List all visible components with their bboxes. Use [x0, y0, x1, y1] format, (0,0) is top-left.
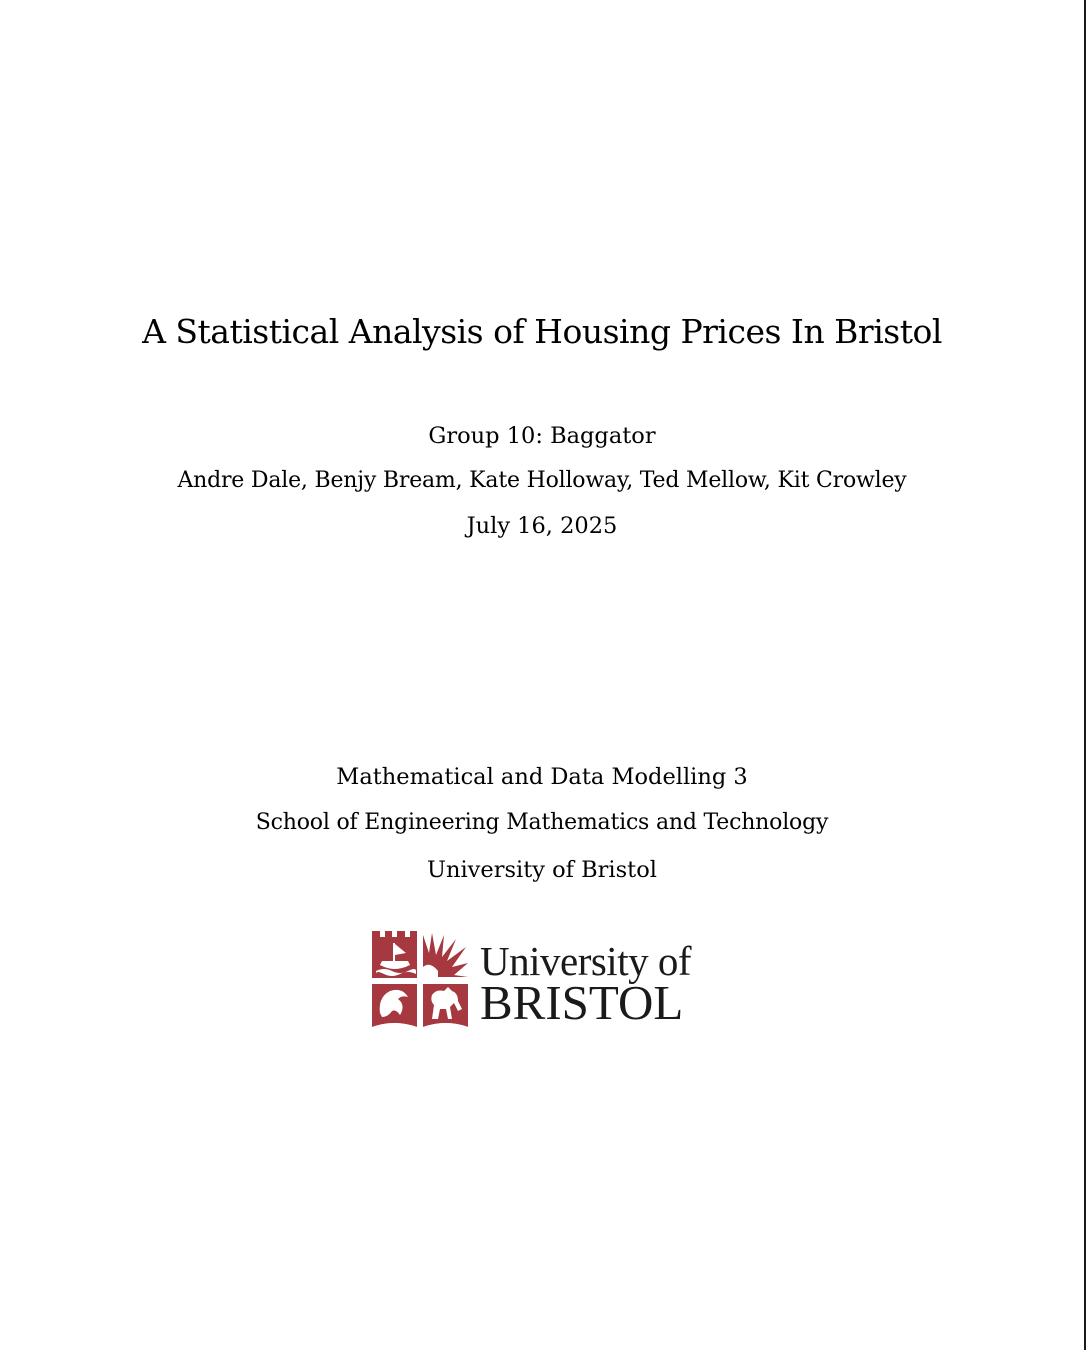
- document-title: A Statistical Analysis of Housing Prices…: [142, 312, 942, 351]
- logo-line-bristol: BRISTOL: [480, 975, 684, 1030]
- school-name: School of Engineering Mathematics and Te…: [255, 810, 829, 835]
- university-name: University of Bristol: [427, 857, 657, 883]
- logo-line-university-of: University of: [480, 938, 692, 984]
- university-logo: University of BRISTOL: [372, 931, 717, 1033]
- author-list: Andre Dale, Benjy Bream, Kate Holloway, …: [177, 468, 907, 493]
- group-name: Group 10: Baggator: [428, 423, 656, 449]
- logo-wordmark: University of BRISTOL: [480, 938, 692, 1030]
- university-of-bristol-crest-icon: [372, 931, 468, 1029]
- course-name: Mathematical and Data Modelling 3: [336, 764, 748, 790]
- document-date: July 16, 2025: [466, 513, 618, 539]
